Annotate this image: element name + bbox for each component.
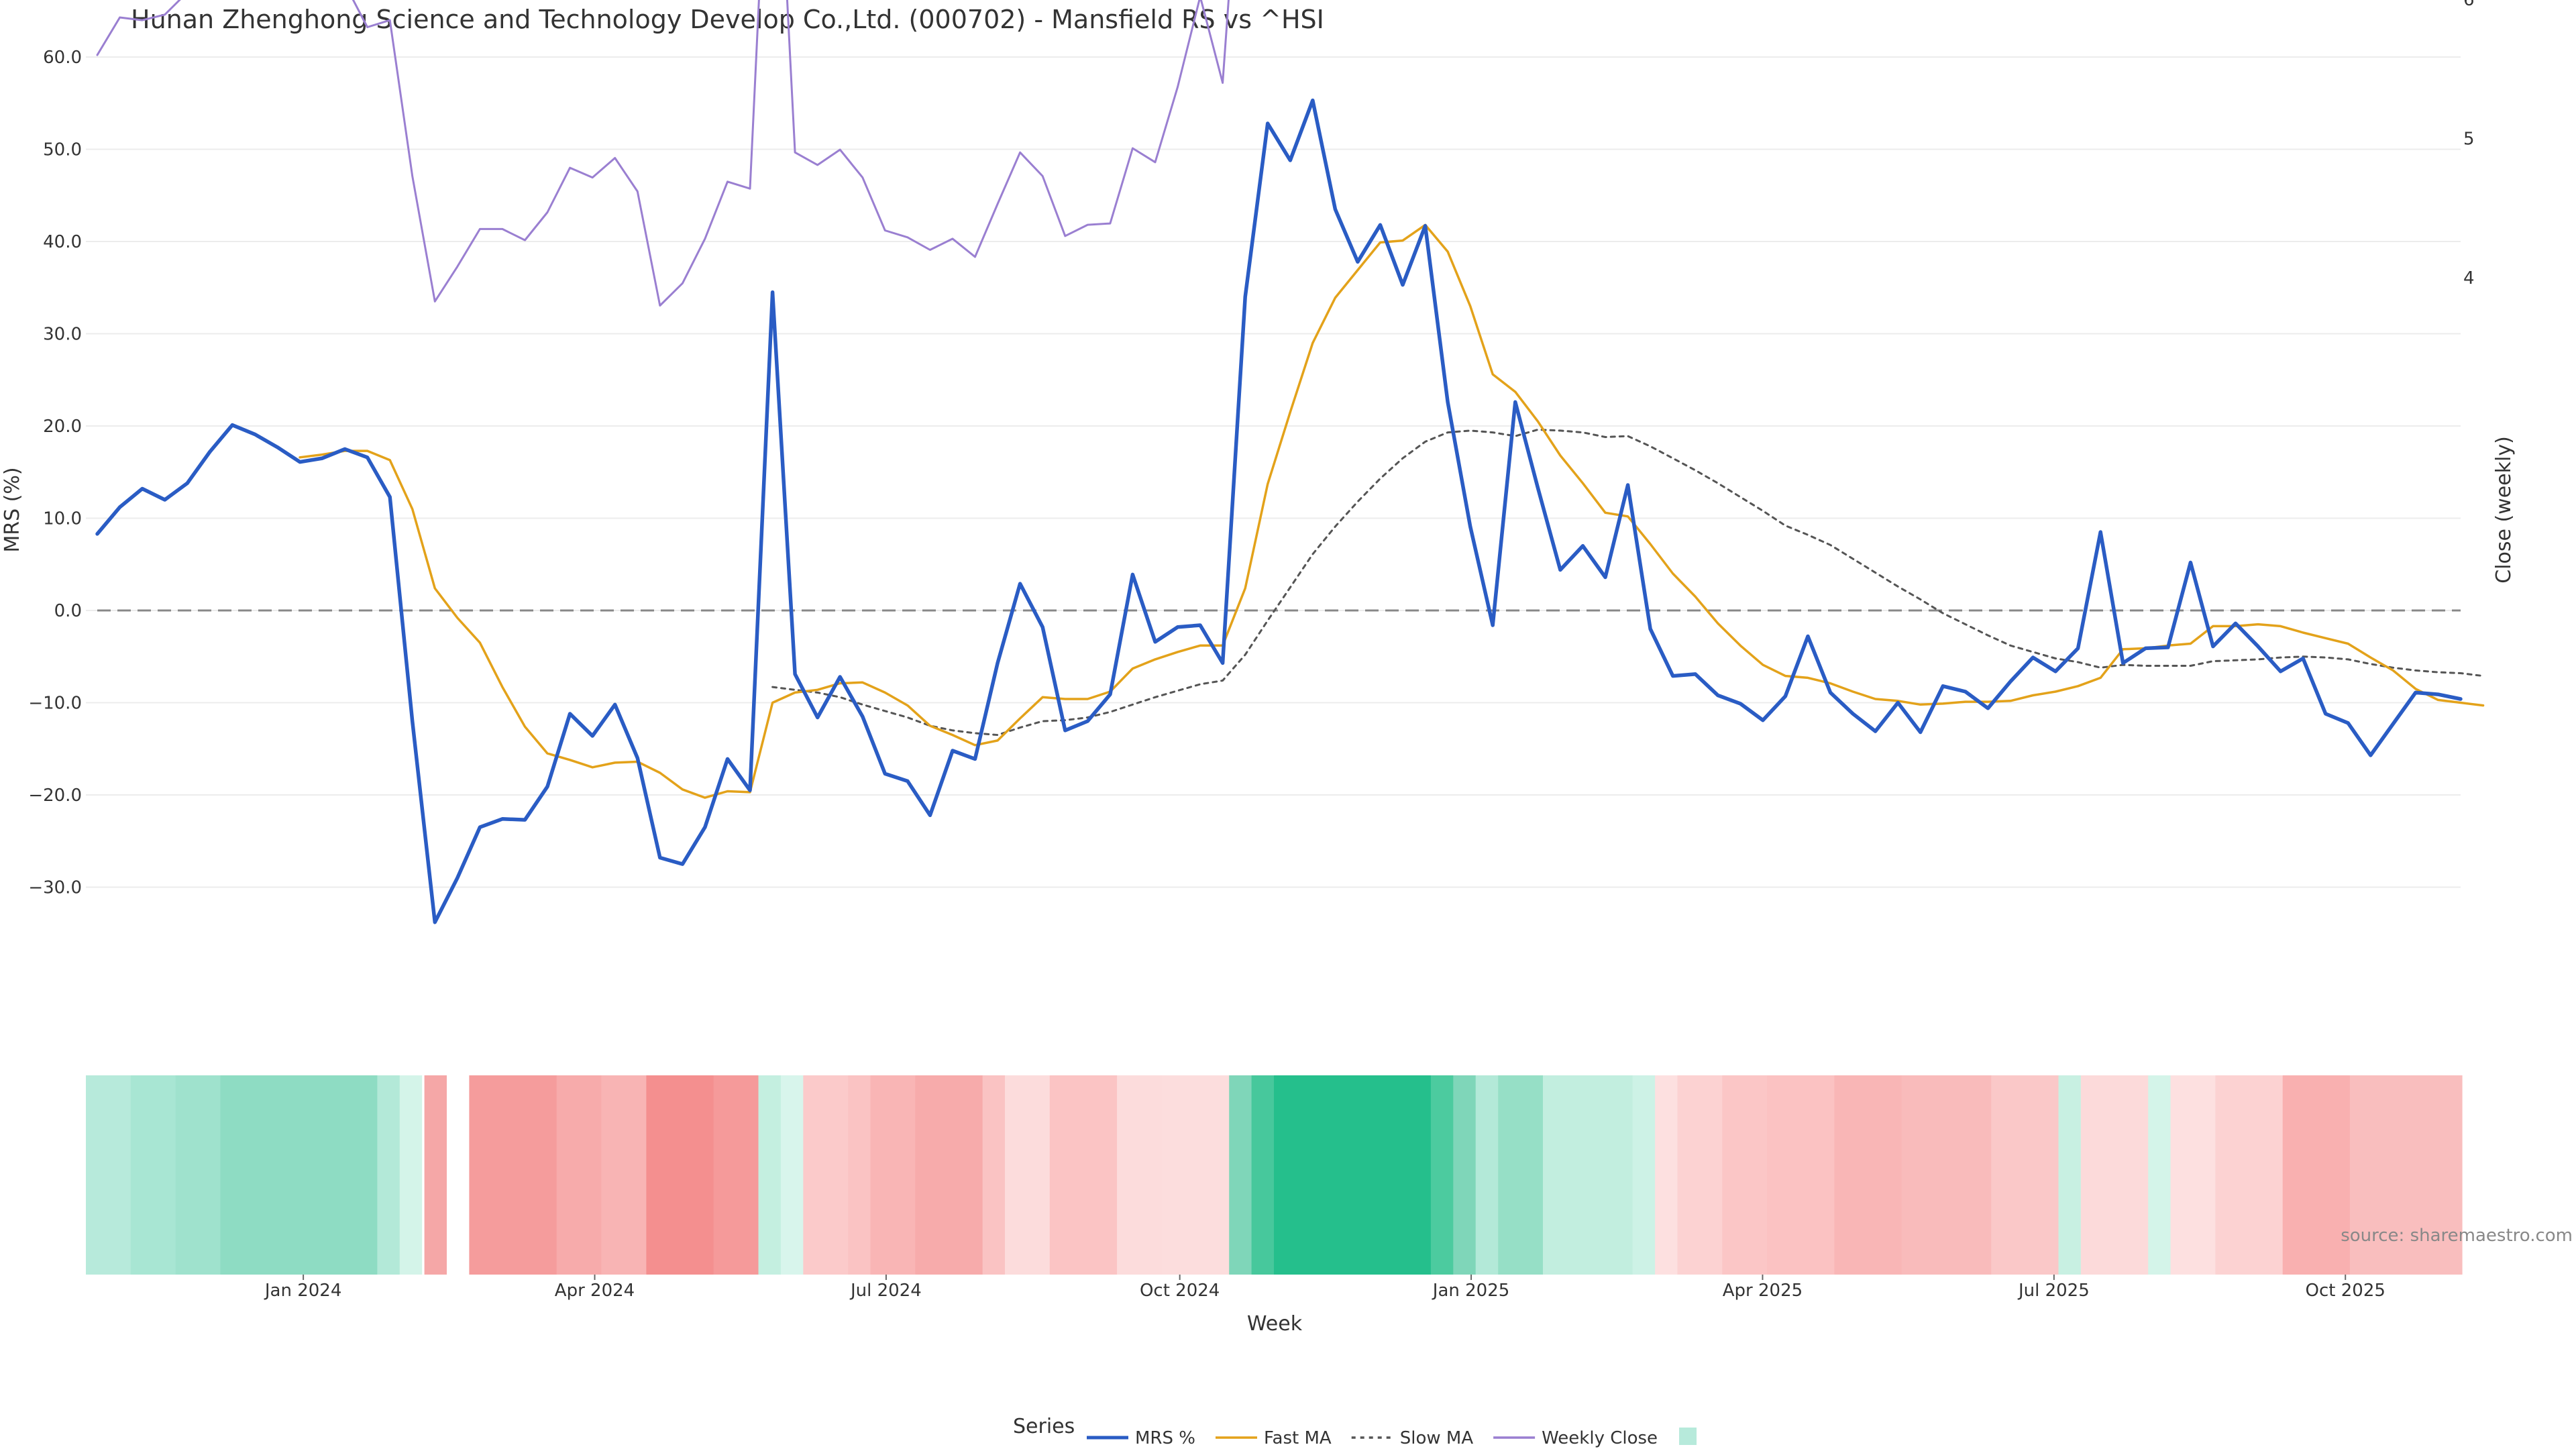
- right-tick-label: 4: [2463, 268, 2475, 288]
- series-close-line: [96, 0, 1230, 307]
- left-axis-title: MRS (%): [1, 467, 24, 552]
- regime-band: [1677, 1075, 1723, 1275]
- x-tick-label: Apr 2025: [1723, 1281, 1803, 1301]
- regime-band: [1005, 1075, 1051, 1275]
- regime-band: [803, 1075, 849, 1275]
- regime-band: [175, 1075, 221, 1275]
- left-tick-label: 30.0: [43, 325, 82, 345]
- x-axis-ticks: Jan 2024 Apr 2024 Jul 2024 Oct 2024 Jan 2025…: [264, 1275, 2385, 1301]
- legend-item-slow[interactable]: Slow MA: [1351, 1428, 1474, 1448]
- right-tick-label: 5: [2463, 129, 2475, 150]
- x-tick-label: Oct 2024: [1140, 1281, 1220, 1301]
- regime-band: [424, 1075, 447, 1275]
- regime-band: [469, 1075, 557, 1275]
- left-tick-label: −10.0: [28, 694, 82, 714]
- left-tick-label: −30.0: [28, 878, 82, 898]
- regime-band: [646, 1075, 714, 1275]
- legend-regime-swatch: [1679, 1428, 1697, 1445]
- regime-band: [2349, 1075, 2463, 1275]
- series-fast-line: [299, 223, 2485, 799]
- legend-label: Weekly Close: [1542, 1428, 1658, 1448]
- right-axis-ticks: 456789: [2463, 0, 2475, 288]
- left-tick-label: 20.0: [43, 417, 82, 437]
- regime-band: [1453, 1075, 1477, 1275]
- legend[interactable]: Series MRS % Fast MA Slow MA Weekly Close: [1013, 1415, 1697, 1448]
- regime-band: [780, 1075, 804, 1275]
- regime-band: [399, 1075, 423, 1275]
- regime-band: [982, 1075, 1006, 1275]
- regime-band: [1498, 1075, 1544, 1275]
- regime-band: [2215, 1075, 2284, 1275]
- regime-band: [1251, 1075, 1275, 1275]
- left-tick-label: 10.0: [43, 509, 82, 529]
- legend-item-mrs[interactable]: MRS %: [1087, 1428, 1195, 1448]
- left-tick-label: 50.0: [43, 140, 82, 160]
- regime-band: [1901, 1075, 1992, 1275]
- x-tick-label: Jul 2024: [849, 1281, 922, 1301]
- regime-band: [758, 1075, 782, 1275]
- x-tick-label: Jan 2024: [264, 1281, 342, 1301]
- regime-band: [2080, 1075, 2149, 1275]
- x-tick-label: Apr 2024: [555, 1281, 635, 1301]
- regime-band: [1722, 1075, 1768, 1275]
- regime-band: [1991, 1075, 2059, 1275]
- regime-band: [1632, 1075, 1656, 1275]
- regime-band: [713, 1075, 759, 1275]
- regime-band: [447, 1075, 470, 1275]
- x-tick-label: Jul 2025: [2017, 1281, 2090, 1301]
- source-note: source: sharemaestro.com: [2341, 1226, 2573, 1246]
- regime-band: [2282, 1075, 2351, 1275]
- regime-band: [915, 1075, 983, 1275]
- regime-band: [1430, 1075, 1454, 1275]
- left-tick-label: 40.0: [43, 232, 82, 252]
- legend-title: Series: [1013, 1415, 1075, 1438]
- x-tick-label: Oct 2025: [2306, 1281, 2385, 1301]
- series-layer: [95, 0, 2485, 924]
- regime-band: [2170, 1075, 2216, 1275]
- regime-band: [1117, 1075, 1163, 1275]
- regime-band: [1834, 1075, 1902, 1275]
- legend-label: MRS %: [1135, 1428, 1195, 1448]
- regime-band: [1274, 1075, 1432, 1275]
- regime-band: [1655, 1075, 1678, 1275]
- legend-item-fast[interactable]: Fast MA: [1215, 1428, 1332, 1448]
- right-tick-label: 6: [2463, 0, 2475, 10]
- regime-band: [377, 1075, 400, 1275]
- regime-band: [220, 1075, 378, 1275]
- regime-band: [556, 1075, 602, 1275]
- gridlines: [86, 56, 2461, 888]
- legend-item-close[interactable]: Weekly Close: [1493, 1428, 1658, 1448]
- regime-band: [1161, 1075, 1230, 1275]
- regime-band: [870, 1075, 916, 1275]
- x-axis-title: Week: [1247, 1312, 1303, 1336]
- series-mrs-line: [95, 98, 2463, 924]
- regime-band: [848, 1075, 871, 1275]
- regime-band: [1543, 1075, 1633, 1275]
- left-tick-label: 0.0: [54, 601, 82, 621]
- regime-band: [2058, 1075, 2082, 1275]
- x-tick-label: Jan 2025: [1432, 1281, 1510, 1301]
- regime-band: [1049, 1075, 1118, 1275]
- legend-label: Fast MA: [1264, 1428, 1332, 1448]
- regime-band: [130, 1075, 176, 1275]
- regime-band: [1475, 1075, 1499, 1275]
- left-tick-label: 60.0: [43, 48, 82, 68]
- regime-band: [601, 1075, 647, 1275]
- legend-label: Slow MA: [1400, 1428, 1474, 1448]
- chart-title: Hunan Zhenghong Science and Technology D…: [131, 5, 1324, 34]
- left-tick-label: −20.0: [28, 786, 82, 806]
- left-axis-ticks: 60.0 50.0 40.0 30.0 20.0 10.0 0.0 −10.0 −20.0 −30…: [28, 48, 82, 898]
- regime-band: [1767, 1075, 1835, 1275]
- regime-strip: [86, 1075, 2463, 1275]
- series-slow-line: [771, 429, 2485, 737]
- right-axis-title: Close (weekly): [2492, 436, 2516, 584]
- regime-band: [1229, 1075, 1252, 1275]
- regime-band: [2148, 1075, 2171, 1275]
